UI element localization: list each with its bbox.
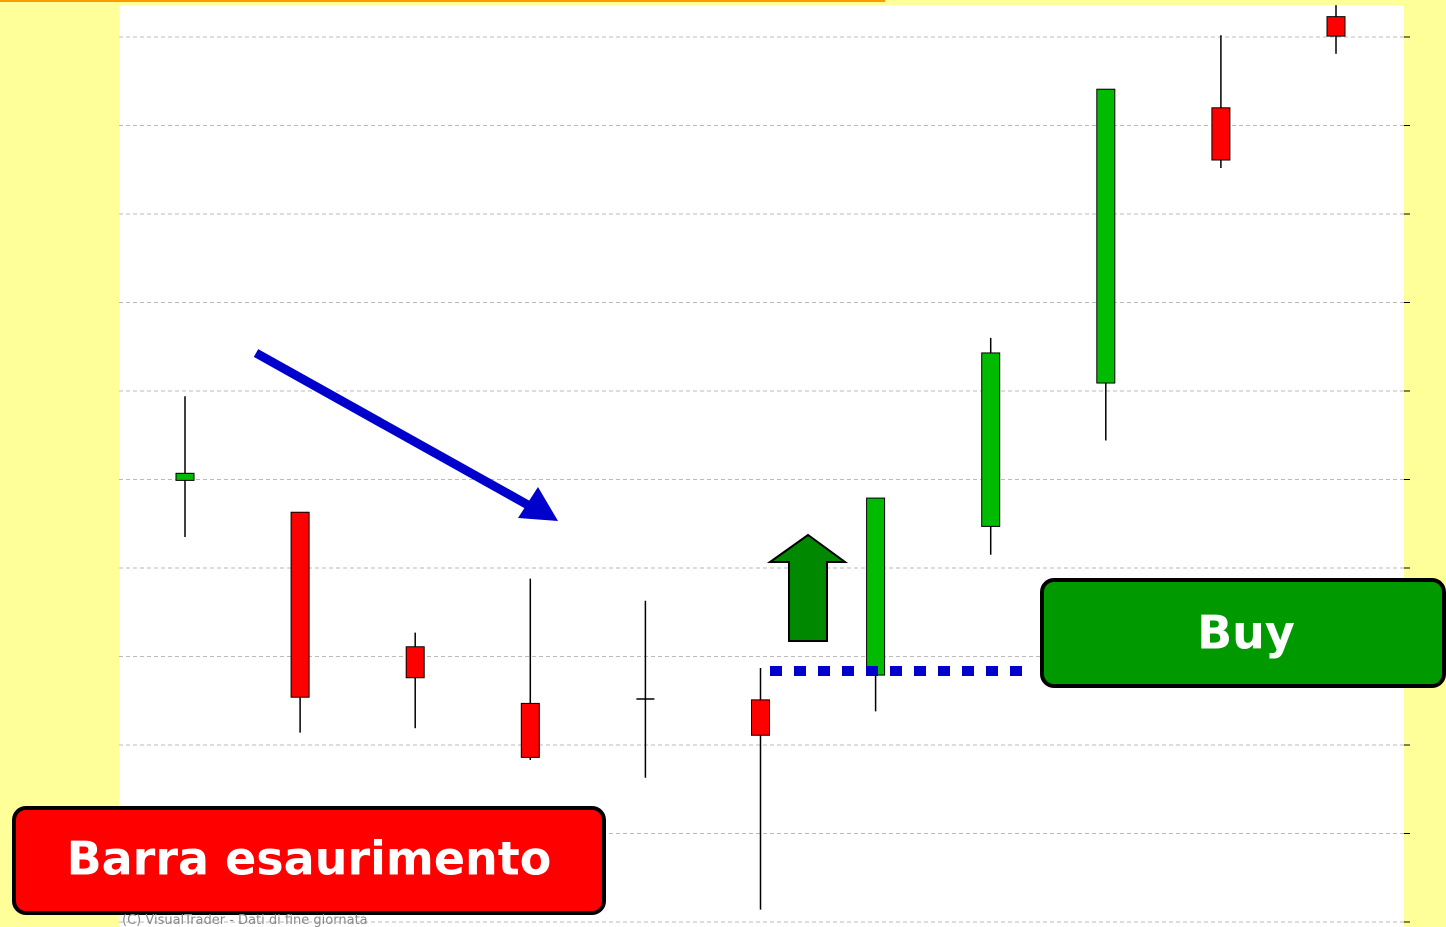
candle-body xyxy=(751,699,770,736)
candle-body xyxy=(1096,88,1116,384)
candle-body xyxy=(981,352,1001,527)
down-trend-arrow-shaft xyxy=(253,349,531,509)
watermark: (C) VisualTrader - Dati di fine giornata xyxy=(122,913,368,927)
candle-body xyxy=(520,702,540,758)
top-border xyxy=(0,0,885,2)
grid xyxy=(119,36,1410,923)
down-trend-arrow-head xyxy=(518,487,558,521)
candle-body xyxy=(866,497,886,676)
plot-area xyxy=(119,5,1404,927)
annotations: Barra esaurimento Buy (C) VisualTrader -… xyxy=(12,349,1446,927)
buy-label: Buy xyxy=(1197,606,1295,660)
candle-body xyxy=(290,511,310,698)
exhaustion-label-box xyxy=(12,806,606,915)
candle-body xyxy=(175,472,195,481)
candles xyxy=(175,5,1346,910)
candle-body xyxy=(405,646,425,679)
buy-label-box xyxy=(1040,578,1446,688)
candle-body xyxy=(1326,16,1346,37)
candle-body xyxy=(1211,107,1231,161)
exhaustion-label: Barra esaurimento xyxy=(67,832,552,886)
up-arrow xyxy=(766,533,849,642)
